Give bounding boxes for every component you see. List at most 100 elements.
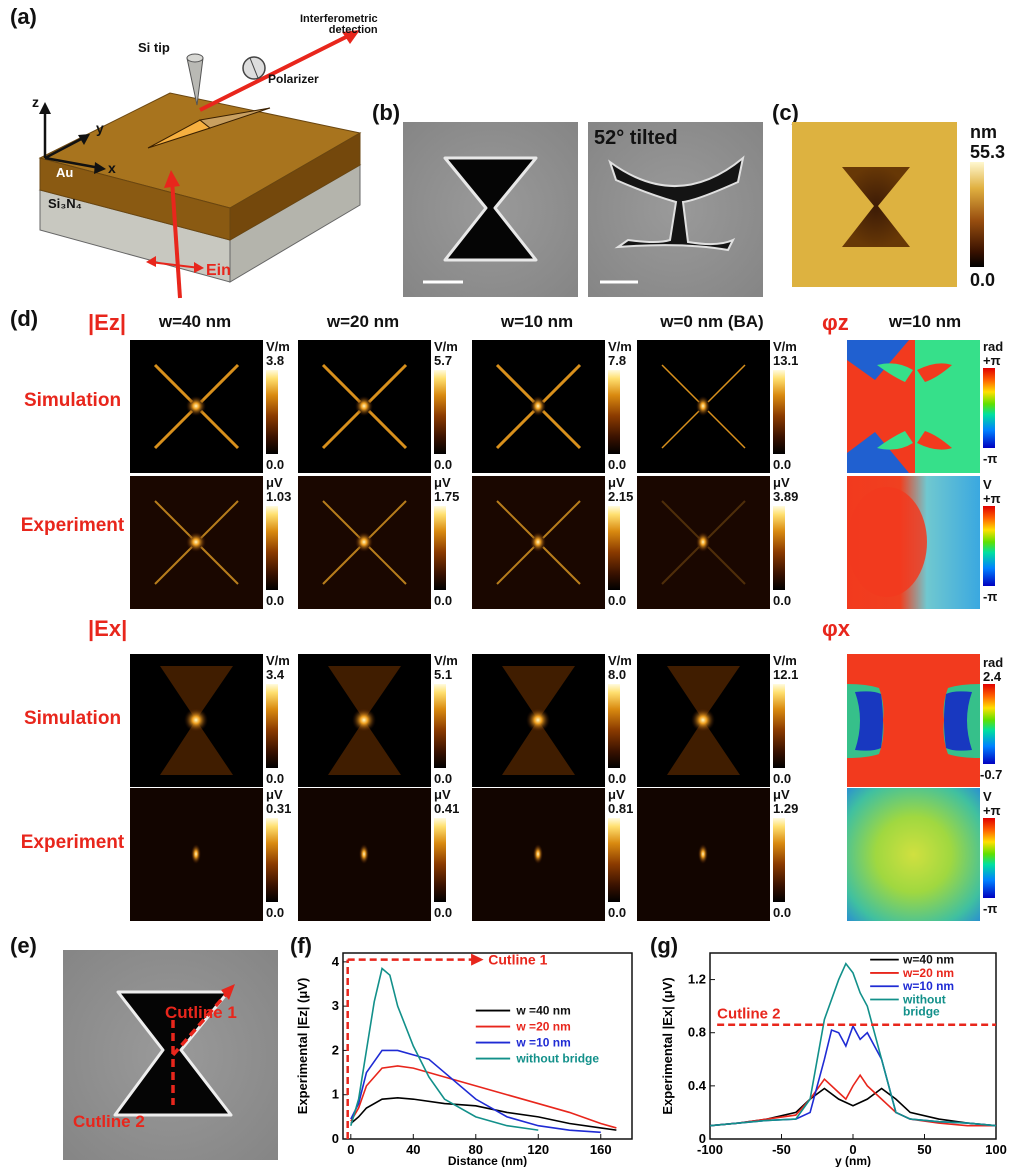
y-tick-label: 0.8 bbox=[688, 1025, 706, 1040]
ex-sim-max-3: 12.1 bbox=[773, 667, 799, 682]
phase-x-exp-colorbar bbox=[983, 818, 995, 898]
ez-exp-unit-3: μV bbox=[773, 475, 790, 490]
ex-sim-unit-3: V/m bbox=[773, 653, 797, 668]
panel-label-c: (c) bbox=[772, 100, 799, 125]
phase-z-exp-bottom: -π bbox=[983, 589, 998, 604]
row-label-ez-sim: Simulation bbox=[23, 390, 122, 411]
y-tick-label: 0.4 bbox=[688, 1078, 707, 1093]
panel-label-e: (e) bbox=[10, 933, 37, 958]
ez-exp-max-3: 3.89 bbox=[773, 489, 799, 504]
afm-unit: nm bbox=[970, 122, 997, 142]
ez-exp-min-3: 0.0 bbox=[773, 593, 792, 608]
ex-exp-colorbar-3 bbox=[773, 818, 785, 902]
cutline1-annotation: Cutline 1 bbox=[488, 952, 547, 968]
series-line-0 bbox=[350, 1097, 617, 1131]
ex-sim-unit-1: V/m bbox=[434, 653, 458, 668]
x-tick-label: 0 bbox=[347, 1142, 354, 1157]
ez-sim-unit-1: V/m bbox=[434, 339, 458, 354]
phase-z-exp-unit: V bbox=[983, 477, 992, 492]
ez-sim-colorbar-2 bbox=[608, 370, 620, 454]
ez-sim-map-2 bbox=[472, 340, 605, 473]
ex-exp-max-1: 0.41 bbox=[434, 801, 460, 816]
legend-label-0: w=40 nm bbox=[902, 953, 954, 967]
ez-sim-unit-0: V/m bbox=[266, 339, 290, 354]
ez-exp-max-0: 1.03 bbox=[266, 489, 292, 504]
ex-exp-unit-2: μV bbox=[608, 787, 625, 802]
axis-y-arrow bbox=[44, 135, 86, 160]
ex-exp-map-3 bbox=[637, 788, 770, 921]
ex-sim-map-1 bbox=[298, 654, 431, 787]
ez-sim-max-0: 3.8 bbox=[266, 353, 285, 368]
phase-z-sim-map bbox=[847, 340, 980, 473]
ez-sim-unit-3: V/m bbox=[773, 339, 797, 354]
y-tick-label: 4 bbox=[332, 954, 340, 969]
y-axis-label: Experimental |Ez| (μV) bbox=[295, 978, 310, 1115]
sem-image-tilted bbox=[588, 122, 763, 297]
cutline-1-line bbox=[171, 990, 230, 1057]
ex-sim-min-2: 0.0 bbox=[608, 771, 627, 786]
ex-exp-max-3: 1.29 bbox=[773, 801, 799, 816]
x-tick-label: 40 bbox=[406, 1142, 420, 1157]
axis-y-label: y bbox=[96, 120, 104, 136]
ex-sim-min-1: 0.0 bbox=[434, 771, 453, 786]
si3n4-label: Si₃N₄ bbox=[48, 196, 82, 211]
y-axis-label: Experimental |Ex| (μV) bbox=[660, 977, 675, 1114]
ex-sim-map-0 bbox=[130, 654, 263, 787]
detection-beam bbox=[199, 33, 351, 112]
row-label-ex-sim: Simulation bbox=[23, 708, 122, 729]
ein-beam bbox=[170, 179, 182, 299]
ez-exp-colorbar-2 bbox=[608, 506, 620, 590]
ez-sim-colorbar-1 bbox=[434, 370, 446, 454]
ex-sim-max-1: 5.1 bbox=[434, 667, 453, 682]
ex-sim-colorbar-1 bbox=[434, 684, 446, 768]
afm-colorbar bbox=[970, 162, 984, 267]
ex-sim-min-0: 0.0 bbox=[266, 771, 285, 786]
ez-exp-map-0 bbox=[130, 476, 263, 609]
cutline1-arrow bbox=[471, 953, 484, 966]
polarizer-label: Polarizer bbox=[268, 72, 319, 86]
phase-z-exp-colorbar bbox=[983, 506, 995, 586]
series-line-3 bbox=[350, 967, 539, 1131]
series-line-1 bbox=[709, 1073, 996, 1127]
x-axis-label: y (nm) bbox=[835, 1154, 871, 1167]
ez-sim-max-3: 13.1 bbox=[773, 353, 799, 368]
x-tick-label: 50 bbox=[917, 1142, 931, 1157]
ein-label: Ein bbox=[206, 262, 231, 279]
y-tick-label: 3 bbox=[332, 998, 339, 1013]
x-tick-label: 80 bbox=[469, 1142, 483, 1157]
phase-z-exp-top: +π bbox=[983, 491, 1001, 506]
ez-exp-map-3 bbox=[637, 476, 770, 609]
ex-sim-max-0: 3.4 bbox=[266, 667, 285, 682]
ex-sim-colorbar-0 bbox=[266, 684, 278, 768]
ex-exp-max-2: 0.81 bbox=[608, 801, 634, 816]
ez-sim-map-3 bbox=[637, 340, 770, 473]
ez-exp-min-2: 0.0 bbox=[608, 593, 627, 608]
phase-x-sim-unit: rad bbox=[983, 655, 1004, 670]
phase-x-sim-map bbox=[847, 654, 980, 787]
afm-topography-image bbox=[792, 122, 957, 287]
ex-exp-max-0: 0.31 bbox=[266, 801, 292, 816]
ex-sim-colorbar-3 bbox=[773, 684, 785, 768]
col-label-w0: w=0 nm (BA) bbox=[660, 312, 764, 331]
ez-sim-min-2: 0.0 bbox=[608, 457, 627, 472]
ex-exp-unit-1: μV bbox=[434, 787, 451, 802]
chart-g: -100 -50 0 50 100 0 0.4 0.8 1.2 y (nm) Experimenta… bbox=[660, 952, 1007, 1167]
panel-label-g: (g) bbox=[650, 933, 679, 958]
ez-exp-max-2: 2.15 bbox=[608, 489, 634, 504]
ex-exp-map-1 bbox=[298, 788, 431, 921]
au-side bbox=[229, 132, 361, 241]
row-label-ex-exp: Experiment bbox=[20, 832, 125, 853]
ex-exp-unit-0: μV bbox=[266, 787, 283, 802]
series-line-3 bbox=[709, 962, 997, 1127]
panel-label-a: (a) bbox=[10, 4, 37, 29]
series-line-0 bbox=[709, 1087, 997, 1127]
ez-exp-unit-1: μV bbox=[434, 475, 451, 490]
ez-sim-unit-2: V/m bbox=[608, 339, 632, 354]
chart-f: 0 40 80 120 160 0 1 2 3 4 Distance (nm) Experimenta… bbox=[295, 952, 633, 1167]
afm-min: 0.0 bbox=[970, 270, 996, 290]
ez-sim-min-3: 0.0 bbox=[773, 457, 792, 472]
ez-sim-max-2: 7.8 bbox=[608, 353, 627, 368]
phase-x-sim-bottom: -0.7 bbox=[980, 767, 1003, 782]
ex-sim-max-2: 8.0 bbox=[608, 667, 627, 682]
si-tip-label: Si tip bbox=[138, 40, 170, 55]
